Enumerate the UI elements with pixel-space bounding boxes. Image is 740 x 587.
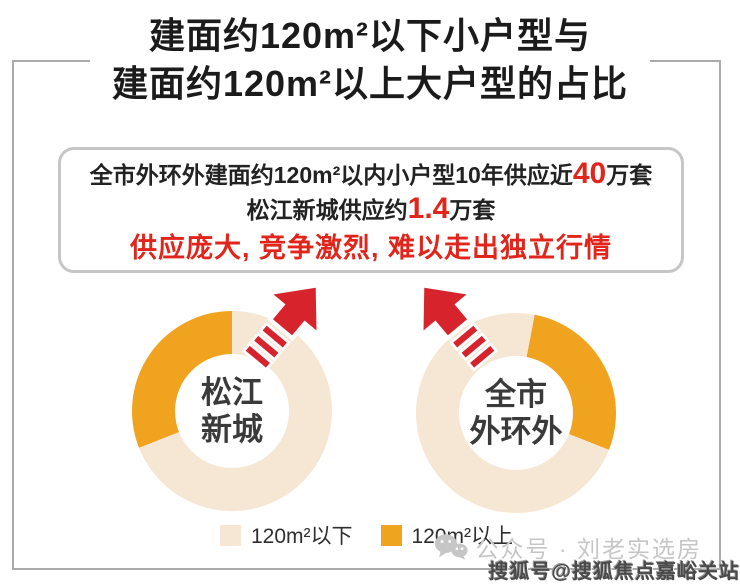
wechat-bubble-small <box>450 543 468 558</box>
summary-line-2-unit: 万套 <box>449 197 496 223</box>
wechat-eye <box>460 547 463 550</box>
donut-chart-citywide-outer-ring: 全市 外环外 <box>416 313 616 513</box>
title-line-1: 建面约120m²以下小户型与 <box>148 15 592 56</box>
donut-label-citywide-line1: 全市 <box>485 377 547 412</box>
arrow-stripe <box>449 321 482 352</box>
legend-swatch-over-120 <box>380 524 402 546</box>
red-arrow-up-left-icon <box>419 282 499 372</box>
summary-line-2-text: 松江新城供应约 <box>246 197 408 223</box>
wechat-bubble-tail <box>438 550 446 558</box>
wechat-bubble-large <box>434 534 457 553</box>
donut-hole: 全市 外环外 <box>459 356 573 470</box>
wechat-watermark-label: 公众号 · 刘老实选房 <box>475 536 702 562</box>
wechat-watermark: 公众号 · 刘老实选房 <box>434 530 702 564</box>
legend-label-under-120: 120m²以下 <box>250 525 353 548</box>
summary-line-1-text: 全市外环外建面约120m²以内小户型10年供应近 <box>89 162 573 188</box>
supply-total-highlight: 40 <box>572 157 607 190</box>
summary-line-1-unit: 万套 <box>606 162 653 188</box>
donut-label-songjiang-line1: 松江 <box>201 375 263 410</box>
arrow-stripe <box>466 342 499 372</box>
wechat-eye <box>447 539 451 544</box>
arrow-body <box>419 282 477 342</box>
content-frame-border <box>12 60 721 570</box>
songjiang-supply-highlight: 1.4 <box>407 192 450 225</box>
donut-label-songjiang-line2: 新城 <box>201 412 263 447</box>
legend-swatch-under-120 <box>219 524 241 546</box>
legend-item-under-120: 120m²以下 <box>219 520 353 550</box>
page-title: 建面约120m²以下小户型与 建面约120m²以上大户型的占比 <box>89 12 651 108</box>
donut-label-citywide-line2: 外环外 <box>469 414 563 449</box>
arrow-stripe <box>241 342 274 372</box>
chart-legend: 120m²以下 120m²以上 <box>12 520 721 550</box>
donut-chart-songjiang: 松江 新城 <box>132 311 332 511</box>
sohu-watermark-label: 搜狐号@搜狐焦点嘉峪关站 <box>488 561 740 583</box>
arrow-stripe <box>258 321 291 352</box>
wechat-icon <box>434 534 468 560</box>
donut-hole: 松江 新城 <box>175 354 289 468</box>
summary-warning-text: 供应庞大, 竞争激烈, 难以走出独立行情 <box>129 233 612 263</box>
wechat-eye <box>455 547 458 550</box>
summary-line-songjiang-supply: 松江新城供应约1.4万套 <box>61 193 681 228</box>
arrow-body <box>263 282 321 342</box>
summary-line-supply-total: 全市外环外建面约120m²以内小户型10年供应近40万套 <box>61 158 681 193</box>
arrow-stripe <box>250 331 283 362</box>
arrow-stripe <box>457 331 490 362</box>
red-arrow-up-right-icon <box>241 282 321 372</box>
title-line-2: 建面约120m²以上大户型的占比 <box>111 63 629 104</box>
wechat-bubble-small-tail <box>459 555 465 560</box>
summary-box: 全市外环外建面约120m²以内小户型10年供应近40万套 松江新城供应约1.4万… <box>58 147 684 273</box>
wechat-eye <box>440 539 444 544</box>
